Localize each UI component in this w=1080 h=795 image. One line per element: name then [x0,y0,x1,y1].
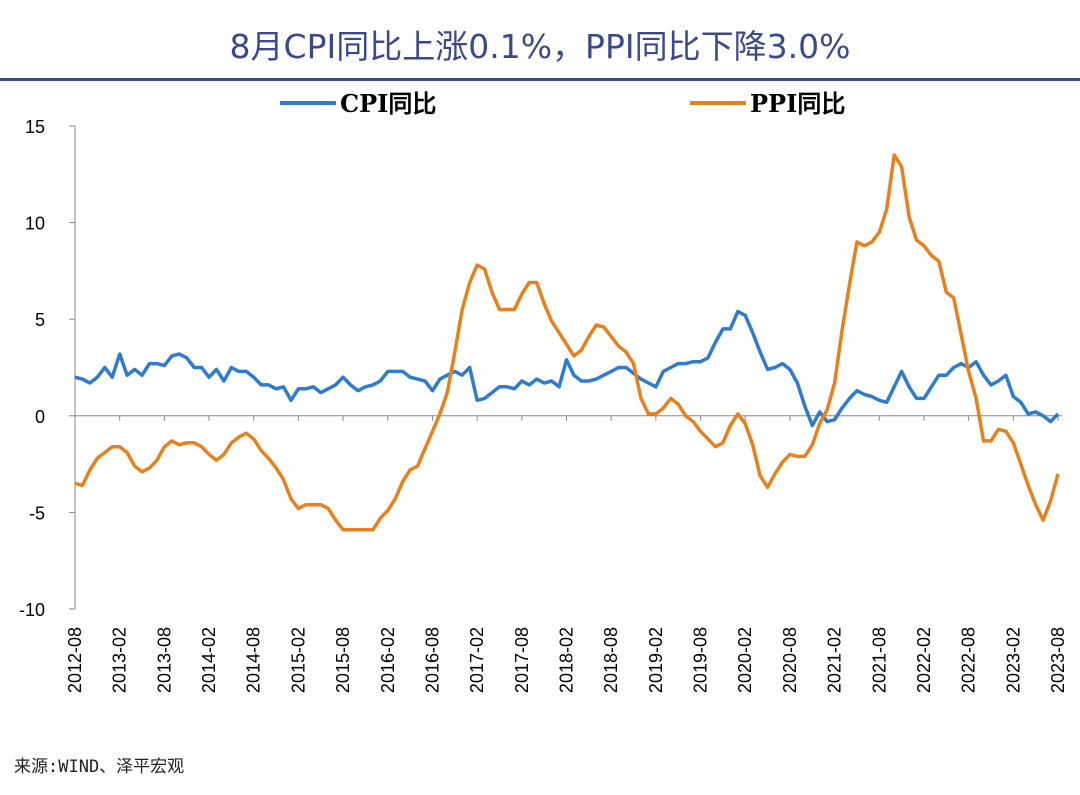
series-line-ppi [74,153,1060,532]
x-tick-label: 2012-08 [65,627,85,693]
title-divider [0,78,1080,81]
x-tick-label: 2020-02 [735,627,755,693]
legend-label: CPI同比 [340,89,436,118]
series-line-cpi [74,309,1060,428]
x-tick-label: 2022-02 [914,627,934,693]
x-tick-label: 2014-08 [244,627,264,693]
x-tick-label: 2016-08 [422,627,442,693]
y-tick-label: 15 [25,117,45,137]
chart-title: 8月CPI同比上涨0.1%，PPI同比下降3.0% [229,27,851,66]
x-tick-label: 2022-08 [959,627,979,693]
y-tick-label: -10 [19,600,45,620]
legend-label: PPI同比 [750,89,845,118]
x-tick-label: 2013-08 [154,627,174,693]
y-tick-label: 5 [35,310,45,330]
x-tick-label: 2013-02 [110,627,130,693]
x-tick-label: 2019-02 [646,627,666,693]
x-tick-label: 2016-02 [378,627,398,693]
x-tick-label: 2017-02 [467,627,487,693]
x-tick-label: 2018-02 [557,627,577,693]
x-tick-label: 2018-08 [601,627,621,693]
x-tick-label: 2014-02 [199,627,219,693]
x-tick-label: 2023-02 [1003,627,1023,693]
x-tick-label: 2023-08 [1048,627,1068,693]
x-tick-label: 2019-08 [691,627,711,693]
y-tick-label: 0 [35,407,45,427]
x-tick-label: 2015-08 [333,627,353,693]
x-tick-label: 2020-08 [780,627,800,693]
y-tick-label: -5 [29,503,45,523]
x-tick-label: 2021-08 [869,627,889,693]
x-tick-label: 2021-02 [825,627,845,693]
y-tick-label: 10 [25,214,45,234]
x-tick-label: 2017-08 [512,627,532,693]
x-tick-label: 2015-02 [288,627,308,693]
source-note: 来源:WIND、泽平宏观 [14,757,185,777]
